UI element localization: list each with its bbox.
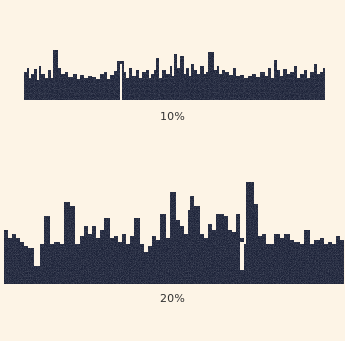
skyline-top-street-gap — [120, 64, 122, 100]
skyline-bottom-street-gap-1 — [34, 240, 40, 266]
skyline-top-shape — [24, 50, 325, 100]
skyline-silhouette-20-percent — [4, 182, 344, 284]
caption-10-percent: 10% — [159, 110, 186, 123]
skyline-bottom-street-gap-2 — [240, 242, 244, 270]
caption-20-percent: 20% — [159, 292, 186, 305]
skyline-silhouette-10-percent — [24, 50, 325, 100]
skyline-bottom-shape — [4, 182, 344, 284]
